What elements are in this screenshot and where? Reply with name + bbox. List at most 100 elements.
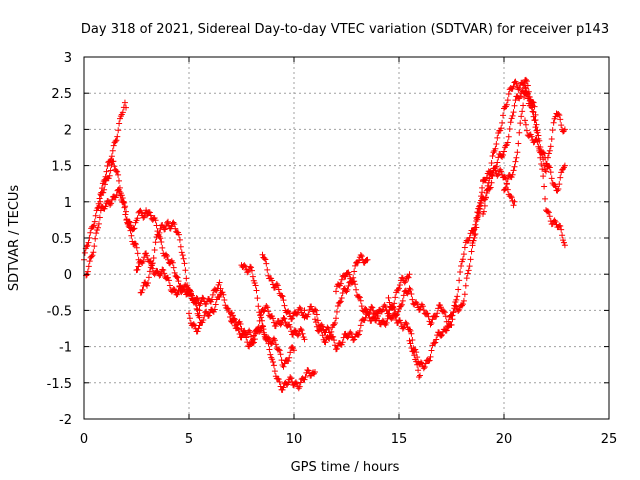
- data-point: [293, 311, 300, 318]
- data-point: [480, 208, 487, 215]
- axis-ticks: 0 5 10 15 20 25 -2 -1.5 -1 -0.5 0 0.5 1 1.5 2 2.5 3: [47, 51, 618, 447]
- data-point: [511, 198, 518, 205]
- data-point: [297, 379, 304, 386]
- data-point: [532, 117, 539, 124]
- data-point: [103, 168, 110, 175]
- data-point: [407, 340, 414, 347]
- data-point: [545, 209, 552, 216]
- data-point: [90, 222, 97, 229]
- data-point: [500, 152, 507, 159]
- data-point: [259, 323, 266, 330]
- data-point: [546, 147, 553, 154]
- data-point: [256, 317, 263, 324]
- data-point: [438, 304, 444, 311]
- data-point: [334, 302, 341, 309]
- data-point: [278, 292, 285, 299]
- data-point: [111, 163, 118, 170]
- data-point: [483, 174, 490, 181]
- data-point: [461, 244, 468, 251]
- data-point: [100, 189, 107, 196]
- data-point: [415, 367, 422, 374]
- data-point: [421, 363, 428, 370]
- data-point: [346, 271, 353, 278]
- y-tick-label: 2: [64, 123, 72, 138]
- data-point: [479, 184, 486, 191]
- data-point: [229, 312, 236, 319]
- data-point: [366, 309, 373, 316]
- data-point: [171, 221, 178, 228]
- data-point: [127, 222, 134, 229]
- data-point: [503, 101, 510, 108]
- data-point: [194, 328, 201, 335]
- data-point: [400, 292, 407, 299]
- data-point: [200, 317, 207, 324]
- data-point: [273, 281, 280, 288]
- data-point: [442, 313, 449, 320]
- data-point: [171, 286, 178, 293]
- data-point: [180, 255, 187, 262]
- y-tick-label: 3: [64, 51, 72, 66]
- data-point: [276, 347, 283, 354]
- data-point: [287, 323, 294, 330]
- data-point: [121, 99, 128, 106]
- data-point: [301, 376, 308, 383]
- data-point: [95, 220, 102, 227]
- data-point: [419, 303, 426, 310]
- data-point: [520, 102, 527, 109]
- data-point: [517, 93, 524, 100]
- data-point: [484, 182, 491, 189]
- data-point: [160, 267, 167, 274]
- data-point: [522, 121, 529, 128]
- data-point: [276, 379, 283, 386]
- grid: [84, 57, 609, 419]
- data-point: [122, 203, 129, 210]
- data-point: [357, 297, 364, 304]
- data-point: [422, 360, 429, 367]
- data-point: [556, 112, 563, 119]
- data-point: [184, 282, 191, 289]
- data-point: [539, 151, 546, 158]
- data-point: [274, 282, 281, 289]
- data-point: [407, 286, 414, 293]
- data-point: [112, 138, 119, 145]
- y-tick-label: 0.5: [51, 232, 72, 247]
- data-point: [261, 255, 268, 262]
- data-point: [297, 305, 304, 312]
- data-point: [515, 86, 522, 93]
- y-axis-label: SDTVAR / TECUs: [7, 185, 22, 292]
- data-point: [534, 138, 541, 145]
- data-point: [364, 256, 371, 263]
- data-point: [450, 308, 457, 315]
- data-point: [291, 327, 298, 334]
- data-point: [409, 296, 416, 303]
- data-point: [351, 336, 358, 343]
- data-point: [412, 346, 419, 353]
- data-point: [305, 311, 312, 318]
- data-point: [523, 78, 530, 85]
- data-point: [84, 242, 91, 249]
- data-point: [368, 303, 375, 310]
- data-point: [486, 175, 493, 182]
- data-point: [112, 194, 119, 201]
- data-point: [427, 321, 434, 328]
- data-point: [460, 251, 467, 258]
- data-point: [299, 330, 306, 337]
- data-point: [301, 336, 308, 343]
- data-point: [165, 274, 171, 281]
- data-point: [369, 304, 376, 311]
- data-point: [513, 80, 520, 87]
- y-tick-label: -1: [59, 341, 72, 356]
- data-point: [296, 304, 303, 311]
- data-point: [146, 268, 153, 275]
- data-point: [414, 354, 421, 361]
- data-point: [225, 305, 232, 312]
- data-point: [535, 143, 542, 150]
- data-point: [482, 177, 489, 184]
- x-tick-label: 5: [185, 432, 193, 447]
- data-point: [522, 117, 528, 124]
- data-point: [187, 291, 194, 298]
- data-point: [294, 309, 301, 316]
- data-point: [493, 163, 500, 170]
- data-point: [263, 302, 270, 309]
- data-point: [458, 263, 465, 270]
